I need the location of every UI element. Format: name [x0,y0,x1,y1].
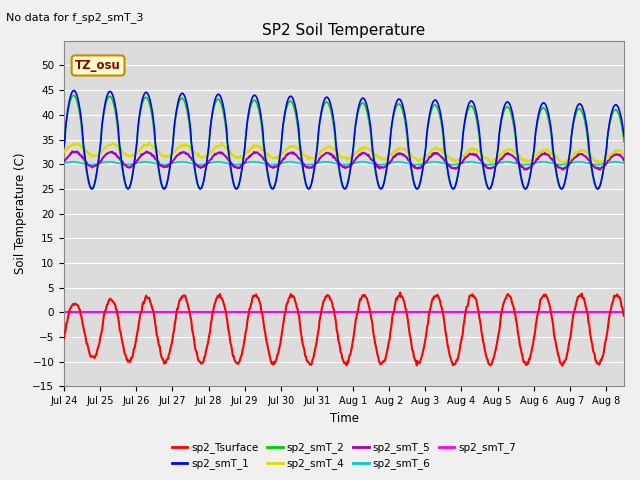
sp2_smT_7 [476,310,483,315]
sp2_smT_6 [463,159,471,165]
sp2_Tsurface [60,336,68,341]
Text: No data for f_sp2_smT_3: No data for f_sp2_smT_3 [6,12,144,23]
sp2_smT_1 [70,87,77,93]
Line: sp2_smT_4: sp2_smT_4 [64,143,624,164]
sp2_smT_2 [463,112,470,118]
sp2_smT_2 [620,139,628,144]
sp2_smT_1 [124,186,132,192]
sp2_smT_5 [463,154,470,160]
sp2_smT_4 [218,140,225,146]
sp2_smT_7 [620,310,628,315]
sp2_smT_5 [140,151,147,157]
sp2_smT_6 [87,162,95,168]
sp2_smT_1 [322,95,330,101]
sp2_smT_7 [299,310,307,315]
sp2_smT_4 [620,151,628,157]
sp2_smT_4 [594,161,602,167]
sp2_smT_6 [322,159,330,165]
sp2_smT_6 [301,162,308,168]
sp2_Tsurface [299,342,307,348]
sp2_smT_1 [140,92,148,98]
Text: TZ_osu: TZ_osu [76,59,121,72]
sp2_smT_4 [476,149,484,155]
sp2_smT_2 [60,144,68,150]
sp2_smT_5 [596,167,604,173]
sp2_Tsurface [138,302,146,308]
Line: sp2_Tsurface: sp2_Tsurface [64,292,624,366]
sp2_smT_6 [60,160,68,166]
sp2_smT_5 [63,156,70,162]
sp2_smT_5 [476,156,484,162]
sp2_smT_6 [69,159,77,165]
X-axis label: Time: Time [330,412,358,425]
sp2_smT_1 [477,145,484,151]
sp2_smT_1 [301,174,308,180]
Line: sp2_smT_5: sp2_smT_5 [64,151,624,170]
sp2_smT_2 [300,172,307,178]
sp2_Tsurface [620,313,628,319]
sp2_smT_4 [63,146,70,152]
sp2_smT_1 [463,106,471,111]
sp2_smT_7 [462,310,470,315]
sp2_smT_5 [60,158,68,164]
Line: sp2_smT_6: sp2_smT_6 [64,162,624,165]
sp2_smT_4 [300,152,307,157]
sp2_smT_4 [60,149,68,155]
sp2_smT_7 [138,310,146,315]
sp2_smT_2 [63,120,70,125]
sp2_smT_2 [140,98,147,104]
sp2_smT_2 [485,186,493,192]
sp2_Tsurface [396,289,404,295]
sp2_smT_2 [321,100,328,106]
sp2_Tsurface [476,318,484,324]
sp2_smT_6 [140,159,148,165]
Y-axis label: Soil Temperature (C): Soil Temperature (C) [13,153,27,275]
sp2_Tsurface [320,298,328,303]
sp2_smT_6 [477,161,484,167]
sp2_smT_1 [60,144,68,150]
sp2_Tsurface [558,363,566,369]
sp2_smT_4 [463,150,470,156]
sp2_smT_4 [321,146,328,152]
sp2_smT_2 [70,93,77,98]
sp2_smT_1 [63,119,70,124]
sp2_smT_5 [620,157,628,163]
sp2_smT_5 [300,161,307,167]
sp2_smT_7 [320,310,328,315]
sp2_smT_7 [63,310,70,315]
Legend: sp2_Tsurface, sp2_smT_1, sp2_smT_2, sp2_smT_4, sp2_smT_5, sp2_smT_6, sp2_smT_7: sp2_Tsurface, sp2_smT_1, sp2_smT_2, sp2_… [168,438,520,474]
sp2_smT_2 [476,144,484,150]
sp2_smT_6 [63,160,70,166]
sp2_Tsurface [463,304,470,310]
Line: sp2_smT_2: sp2_smT_2 [64,96,624,189]
sp2_smT_5 [321,151,328,157]
sp2_smT_4 [138,144,146,150]
sp2_smT_5 [68,148,76,154]
sp2_smT_1 [620,133,628,139]
Title: SP2 Soil Temperature: SP2 Soil Temperature [262,23,426,38]
sp2_smT_6 [620,160,628,166]
sp2_Tsurface [63,321,70,326]
Line: sp2_smT_1: sp2_smT_1 [64,90,624,189]
sp2_smT_7 [60,310,68,315]
